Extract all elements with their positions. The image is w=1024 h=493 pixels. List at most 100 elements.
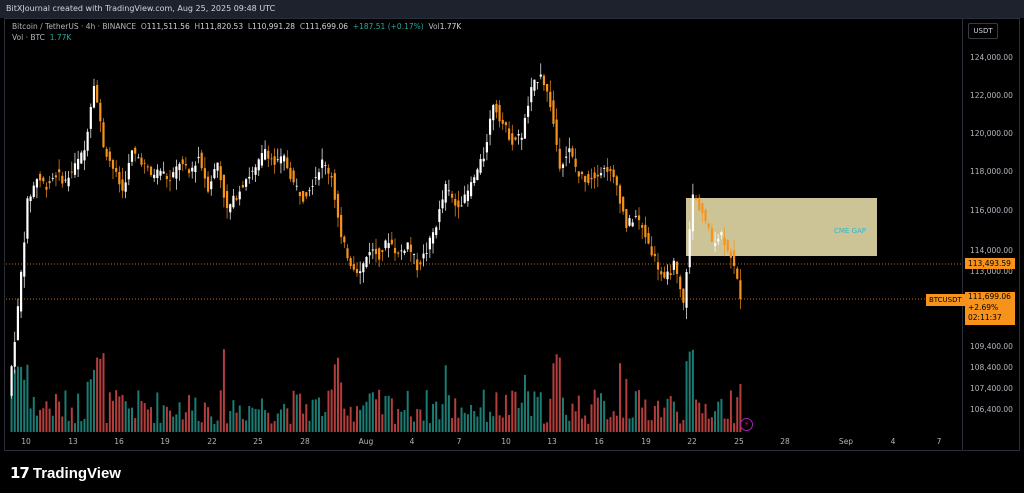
volume-bar (685, 361, 688, 432)
volume-bar (143, 403, 146, 432)
candle-body (32, 185, 35, 197)
candle-body (634, 215, 637, 217)
volume-bar (32, 396, 35, 432)
candle-body (251, 170, 254, 172)
candle-body (26, 198, 29, 239)
y-tick-label: 107,400.00 (970, 384, 1013, 393)
candle-body (225, 191, 229, 209)
candle-body (698, 197, 701, 211)
tradingview-logo[interactable]: 17 TradingView (10, 464, 121, 482)
volume-bar (485, 421, 488, 432)
candle-body (568, 148, 571, 153)
x-tick-label: 22 (207, 437, 217, 446)
candle-body (61, 175, 64, 184)
y-tick-label: 120,000.00 (970, 129, 1013, 138)
volume-bar (447, 395, 450, 432)
candle-body (165, 175, 168, 180)
volume-bar (432, 404, 435, 432)
volume-bar (463, 412, 466, 432)
candle-body (267, 150, 270, 159)
candle-body (599, 173, 603, 176)
volume-bar (365, 401, 368, 432)
candle-body (134, 147, 137, 154)
candle-body (577, 171, 580, 177)
volume-bar (115, 390, 118, 432)
volume-bar (146, 409, 149, 432)
candle-body (327, 167, 330, 174)
candle-body (409, 244, 412, 252)
volume-bar (504, 394, 507, 432)
volume-bar (476, 416, 479, 432)
candle-body (520, 137, 523, 140)
x-tick-label: 19 (641, 437, 651, 446)
y-tick-label: 116,000.00 (970, 206, 1013, 215)
candle-body (346, 248, 349, 259)
volume-bar (397, 408, 400, 432)
candle-body (77, 158, 80, 170)
cme-gap-box (686, 198, 877, 256)
candle-body (279, 156, 283, 164)
candle-body (691, 194, 694, 232)
candle-body (330, 176, 333, 178)
candle-body (514, 137, 517, 140)
volume-bar (514, 391, 517, 432)
candle-body (485, 142, 489, 153)
candle-body (137, 157, 140, 159)
volume-bar (590, 404, 593, 432)
volume-bar (489, 411, 492, 432)
candle-body (603, 168, 606, 169)
candle-body (235, 198, 238, 200)
candle-body (555, 119, 558, 145)
candle-body (305, 192, 308, 197)
x-tick-label: 28 (780, 437, 790, 446)
candle-body (42, 177, 45, 182)
volume-bar (717, 401, 720, 432)
volume-bar (584, 415, 587, 432)
lightning-icon[interactable]: ⚡ (740, 418, 753, 431)
volume-bar (454, 398, 457, 432)
candle-body (102, 122, 105, 148)
candle-body (238, 191, 241, 200)
volume-bar (362, 405, 365, 432)
currency-selector[interactable]: USDT (968, 23, 998, 39)
candle-body (127, 163, 130, 180)
volume-bar (492, 416, 495, 432)
volume-bar (631, 417, 634, 432)
volume-bar (213, 423, 216, 432)
volume-bar (612, 411, 615, 432)
volume-bar (45, 401, 48, 432)
volume-bar (286, 408, 289, 432)
candle-body (641, 225, 644, 228)
volume-bar (520, 402, 523, 432)
volume-bar (444, 365, 447, 432)
candle-body (393, 247, 397, 254)
volume-bar (58, 401, 61, 432)
volume-bar (628, 418, 631, 432)
volume-bar (222, 349, 225, 432)
volume-bar (184, 412, 187, 432)
candle-body (685, 272, 688, 308)
candle-body (248, 176, 251, 179)
candle-body (416, 259, 419, 271)
volume-bar (530, 415, 533, 432)
volume-bar (238, 405, 241, 432)
candle-body (720, 232, 723, 236)
candle-body (86, 131, 89, 151)
volume-bar (305, 404, 308, 432)
candle-body (115, 168, 118, 172)
volume-bar (666, 398, 669, 432)
volume-bar (121, 394, 124, 432)
candle-body (263, 149, 267, 160)
volume-bar (39, 409, 42, 432)
candle-body (191, 167, 194, 172)
volume-bar (226, 423, 229, 432)
volume-bar (726, 418, 729, 432)
volume-bar (10, 368, 13, 432)
volume-bar (400, 411, 403, 432)
candle-body (549, 91, 552, 108)
x-tick-label: 7 (936, 437, 942, 446)
volume-bar (599, 393, 602, 432)
candle-body (441, 199, 444, 209)
volume-bar (619, 363, 621, 432)
